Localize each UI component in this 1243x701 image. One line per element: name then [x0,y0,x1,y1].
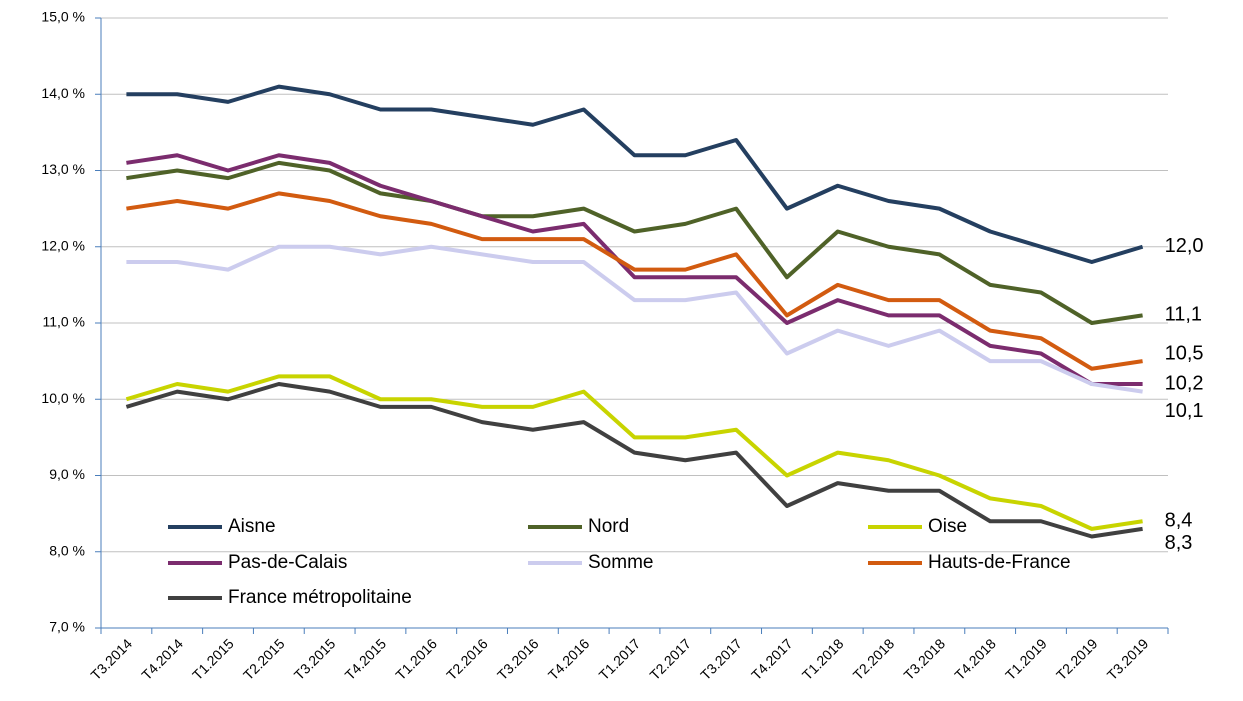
x-tick-label: T3.2016 [494,635,542,683]
value-label: 12,0 [1165,235,1204,257]
y-tick-label: 14,0 % [41,85,85,101]
x-tick-label: T4.2017 [748,635,796,683]
series-line [125,374,1143,531]
y-tick-label: 10,0 % [41,390,85,406]
x-tick-label: T3.2018 [900,635,948,683]
series-line [126,160,1143,325]
value-label: 11,1 [1165,304,1202,326]
x-tick-label: T4.2014 [138,635,186,683]
y-tick-label: 8,0 % [49,542,85,558]
x-tick-label: T1.2019 [1002,635,1050,683]
value-label: 10,1 [1165,400,1204,422]
series-line [126,153,1143,386]
x-tick-label: T1.2015 [189,635,237,683]
x-tick-label: T3.2014 [88,635,136,683]
y-tick-label: 7,0 % [49,619,85,635]
y-tick-label: 12,0 % [41,237,85,253]
value-label: 10,2 [1165,372,1204,394]
x-tick-label: T1.2016 [392,635,440,683]
x-tick-label: T3.2019 [1104,635,1152,683]
legend-label: Nord [588,516,629,537]
x-tick-label: T2.2017 [646,635,694,683]
legend-label: Pas-de-Calais [228,552,347,573]
x-tick-label: T4.2015 [342,635,390,683]
x-tick-label: T4.2018 [951,635,999,683]
x-tick-label: T1.2018 [799,635,847,683]
value-label: 8,3 [1165,532,1193,554]
x-tick-label: T3.2015 [291,635,339,683]
legend-label: Aisne [228,516,276,537]
legend-label: Somme [588,552,653,573]
x-tick-label: T2.2016 [443,635,491,683]
legend-label: France métropolitaine [228,587,412,608]
value-label: 8,4 [1165,510,1193,532]
series-line [126,84,1144,264]
y-tick-label: 9,0 % [49,466,85,482]
x-tick-label: T4.2016 [545,635,593,683]
x-tick-label: T3.2017 [697,635,745,683]
y-tick-label: 13,0 % [41,161,85,177]
x-tick-label: T2.2019 [1053,635,1101,683]
y-tick-label: 15,0 % [41,9,85,25]
series-line [125,382,1143,539]
value-label: 10,5 [1165,342,1204,364]
series-line [126,244,1143,394]
series-line [126,191,1143,371]
x-tick-label: T2.2015 [240,635,288,683]
y-tick-label: 11,0 % [42,314,85,330]
x-tick-label: T2.2018 [850,635,898,683]
legend-label: Oise [928,516,967,537]
x-tick-label: T1.2017 [596,635,644,683]
legend-label: Hauts-de-France [928,552,1071,573]
